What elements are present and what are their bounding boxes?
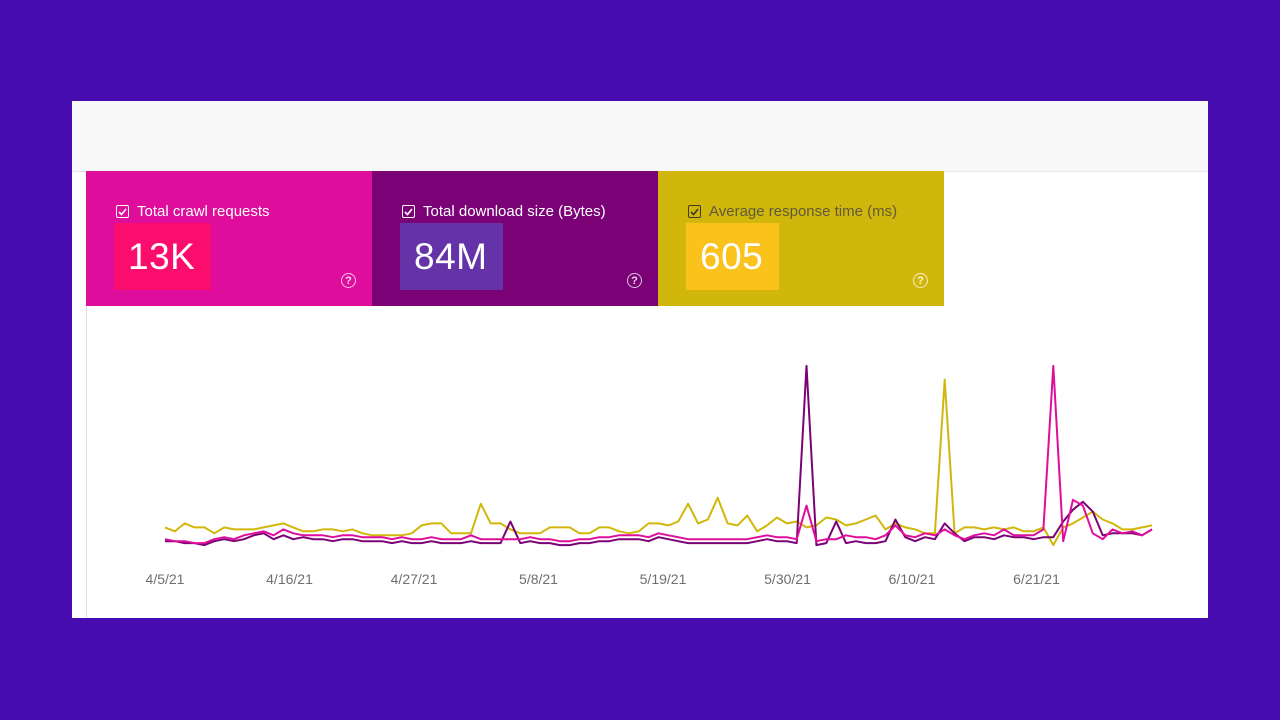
series-line-1 <box>164 364 1153 545</box>
card-label: Total crawl requests <box>137 203 270 220</box>
x-tick-label: 6/10/21 <box>889 571 936 587</box>
card-average-response-time[interactable]: Average response time (ms) 605 ? <box>658 171 944 306</box>
metric-cards: Total crawl requests 13K ? Total downloa… <box>86 171 944 306</box>
card-total-download-size[interactable]: Total download size (Bytes) 84M ? <box>372 171 658 306</box>
x-tick-label: 4/16/21 <box>266 571 313 587</box>
x-tick-label: 5/8/21 <box>519 571 558 587</box>
x-tick-label: 4/27/21 <box>391 571 438 587</box>
card-label: Total download size (Bytes) <box>423 203 606 220</box>
checkbox-icon[interactable] <box>402 205 415 218</box>
series-line-3 <box>164 378 1153 547</box>
help-icon[interactable]: ? <box>913 273 928 288</box>
x-tick-label: 5/19/21 <box>640 571 687 587</box>
card-label: Average response time (ms) <box>709 203 898 220</box>
help-icon[interactable]: ? <box>627 273 642 288</box>
x-tick-label: 4/5/21 <box>146 571 185 587</box>
card-value: 84M <box>400 223 504 290</box>
report-panel: 4/5/21 4/16/21 4/27/21 5/8/21 5/19/21 5/30/21… <box>72 101 1208 618</box>
checkbox-icon[interactable] <box>688 205 701 218</box>
line-chart: 4/5/21 4/16/21 4/27/21 5/8/21 5/19/21 5/30/21… <box>146 364 1153 587</box>
checkbox-icon[interactable] <box>116 205 129 218</box>
help-icon[interactable]: ? <box>341 273 356 288</box>
x-tick-label: 6/21/21 <box>1013 571 1060 587</box>
x-tick-label: 5/30/21 <box>764 571 811 587</box>
panel-divider <box>86 171 87 618</box>
card-total-crawl-requests[interactable]: Total crawl requests 13K ? <box>86 171 372 306</box>
card-value: 13K <box>114 223 212 290</box>
series-line-2 <box>165 364 1153 547</box>
card-value: 605 <box>686 223 780 290</box>
